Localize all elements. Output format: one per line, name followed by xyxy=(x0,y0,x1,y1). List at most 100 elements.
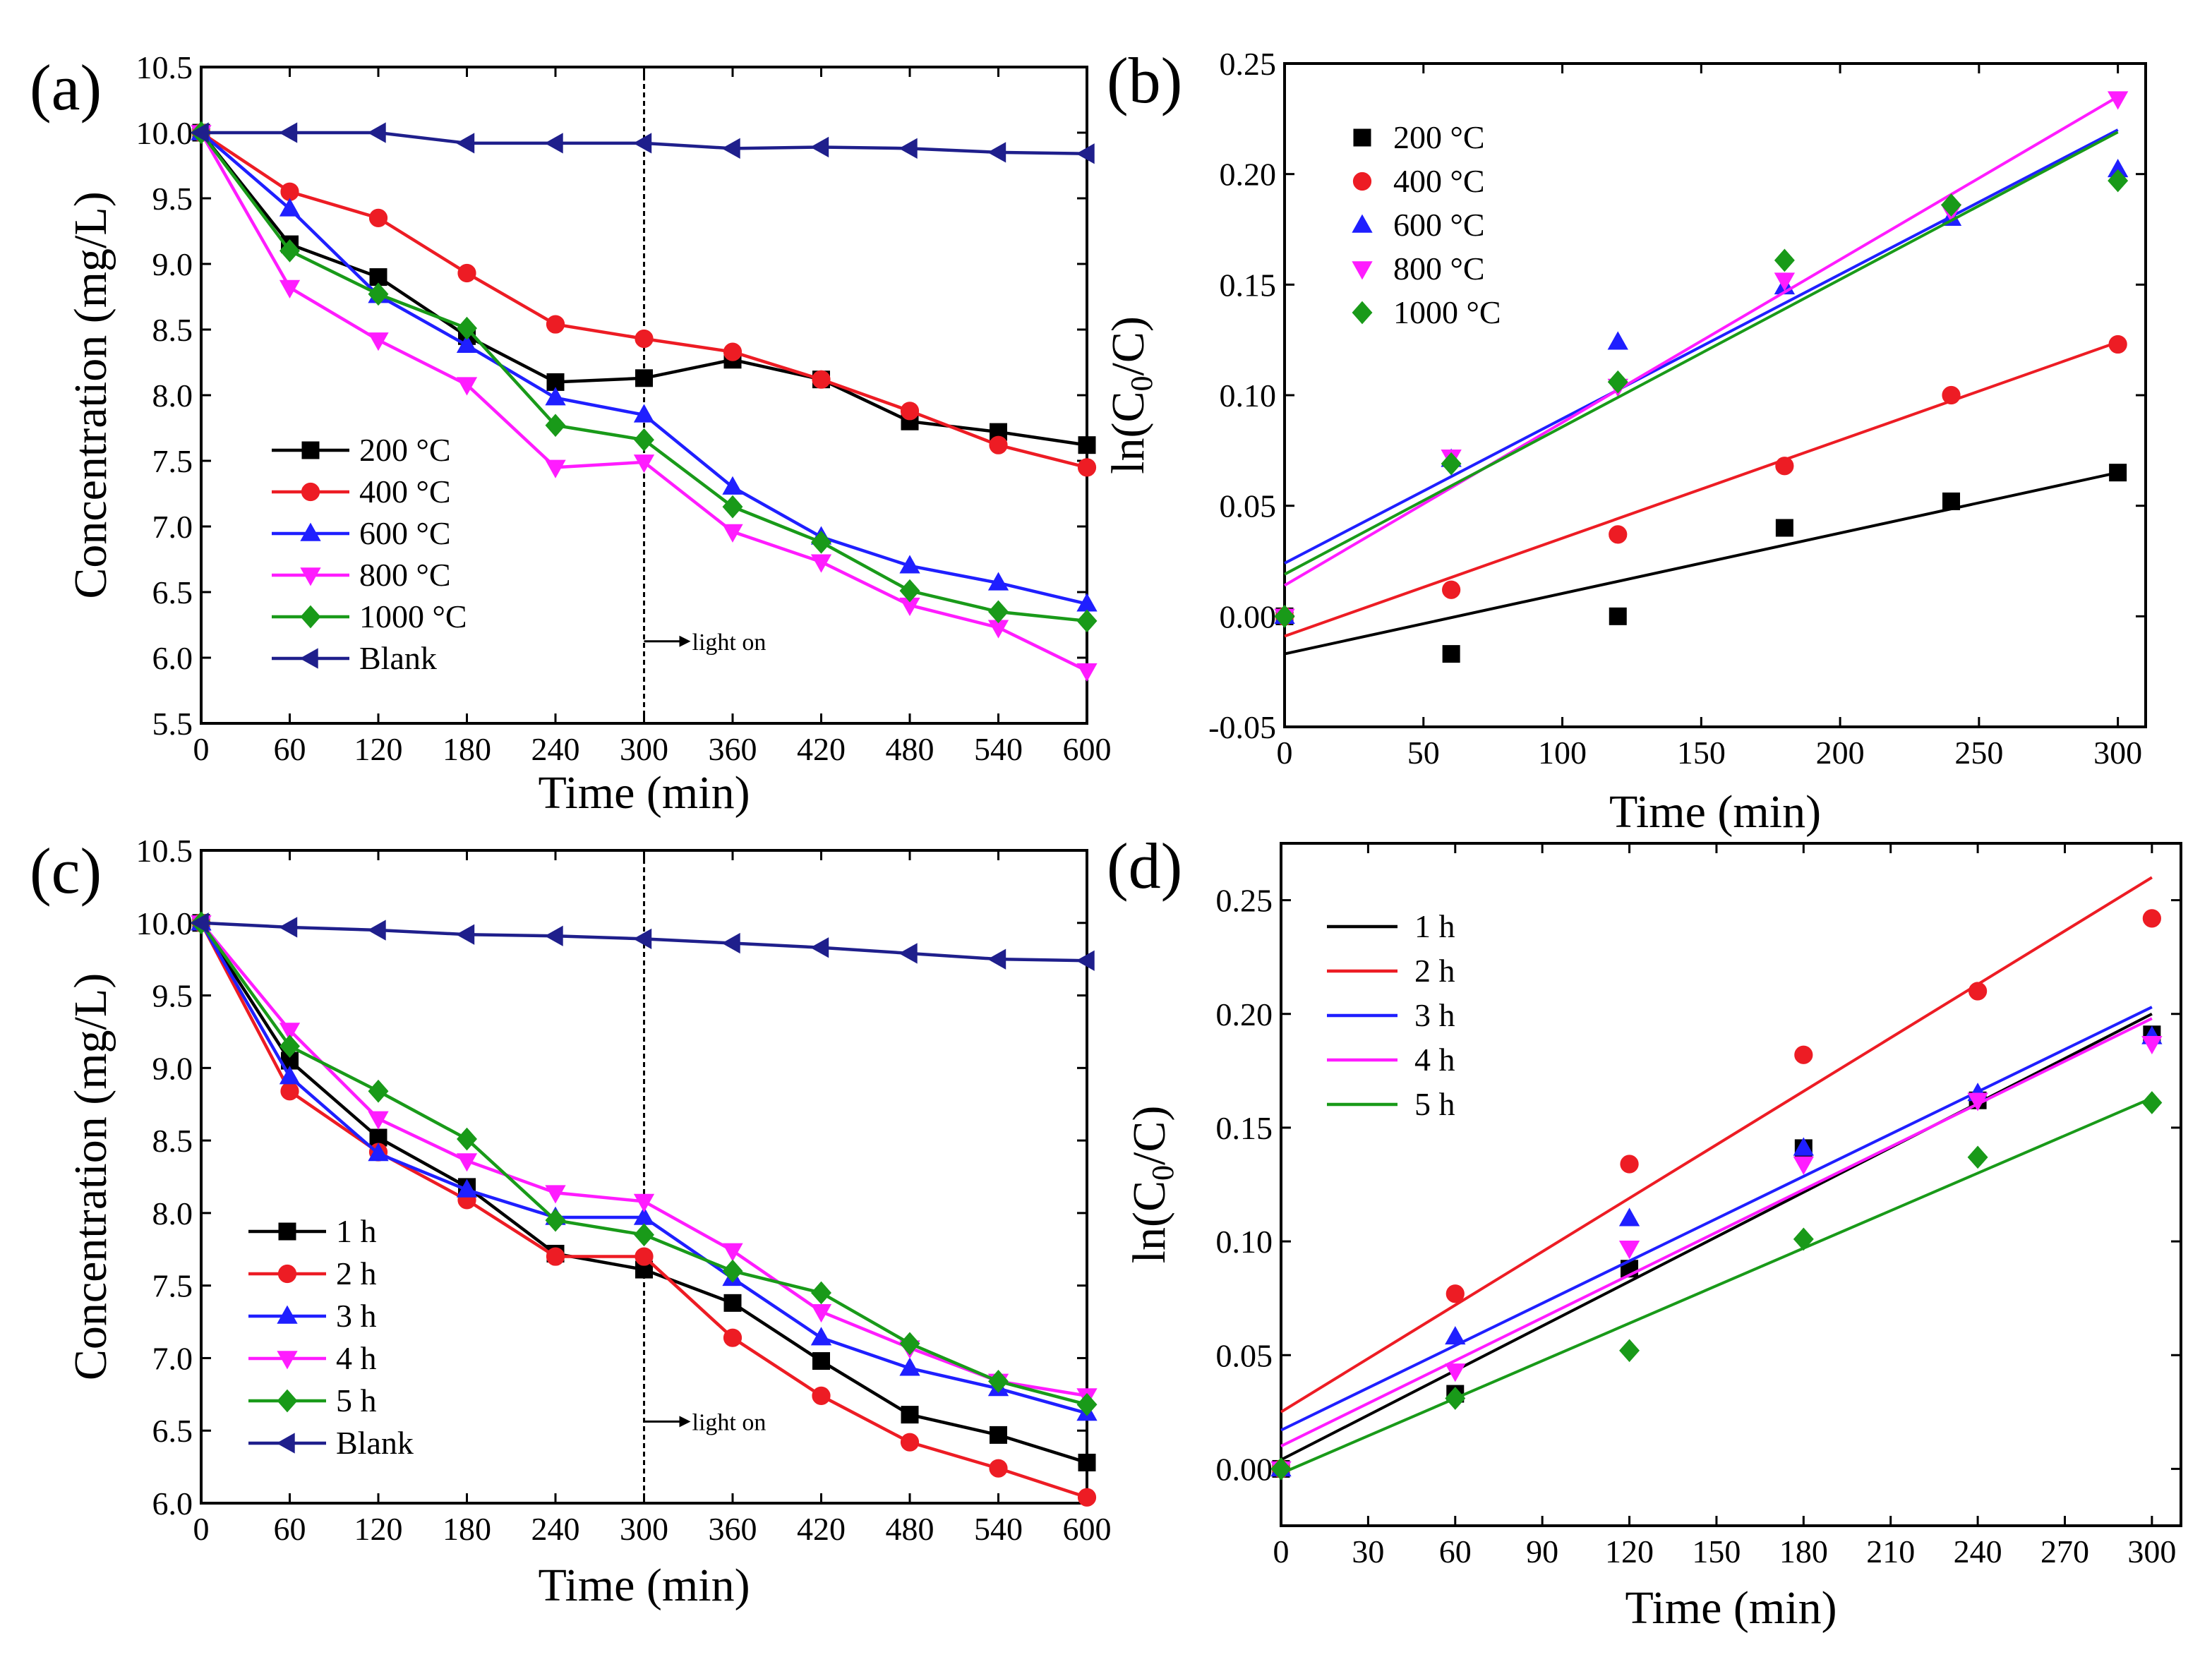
x-tick-label: 300 xyxy=(620,1511,668,1547)
y-tick-label: 9.0 xyxy=(152,1050,193,1086)
y-tick-label: 10.0 xyxy=(136,905,193,941)
y-axis-label-part: ln(C xyxy=(1124,1181,1175,1263)
data-point xyxy=(634,428,654,452)
legend-swatch-marker xyxy=(277,1351,298,1370)
legend-label: 200 °C xyxy=(1393,119,1485,155)
x-axis-label: Time (min) xyxy=(1625,1582,1837,1634)
data-point xyxy=(1794,1045,1813,1064)
x-tick-label: 540 xyxy=(974,1511,1023,1547)
data-point xyxy=(722,495,743,519)
fit-line xyxy=(1284,128,2119,565)
x-tick-label: 240 xyxy=(531,1511,580,1547)
data-point xyxy=(1445,1387,1466,1410)
data-point xyxy=(721,932,740,954)
data-point xyxy=(279,198,301,217)
y-tick-label: 0.00 xyxy=(1220,598,1277,634)
y-tick-label: 10.5 xyxy=(136,49,193,85)
data-point xyxy=(279,1023,301,1042)
data-point xyxy=(279,1066,301,1085)
x-tick-label: 0 xyxy=(193,1511,210,1547)
legend-label: 2 h xyxy=(336,1255,377,1291)
x-tick-label: 420 xyxy=(797,1511,846,1547)
y-axis-label-subscript: 0 xyxy=(1124,376,1159,392)
x-tick-label: 250 xyxy=(1954,735,2003,771)
fit-line xyxy=(1284,131,2119,576)
y-axis-label-part: /C) xyxy=(1102,316,1154,375)
x-tick-label: 200 xyxy=(1816,735,1865,771)
x-tick-label: 60 xyxy=(1439,1534,1472,1569)
data-point xyxy=(1793,1156,1814,1175)
data-point xyxy=(811,530,831,554)
data-point xyxy=(367,122,386,143)
data-point xyxy=(1968,982,1988,1001)
data-point xyxy=(812,1386,831,1405)
data-point xyxy=(1077,458,1097,477)
legend-label: 800 °C xyxy=(359,557,451,593)
data-point xyxy=(368,1079,389,1103)
legend-label: 800 °C xyxy=(1393,251,1485,287)
legend-label: 600 °C xyxy=(359,515,451,551)
x-tick-label: 150 xyxy=(1677,735,1726,771)
data-point xyxy=(1609,607,1627,625)
x-tick-label: 0 xyxy=(1273,1534,1290,1569)
panel-label: (c) xyxy=(30,835,102,907)
legend-swatch-marker xyxy=(1353,128,1371,147)
legend-label: 400 °C xyxy=(359,474,451,510)
panel-label: (b) xyxy=(1107,44,1182,116)
y-tick-label: 8.0 xyxy=(152,1195,193,1231)
data-point xyxy=(457,263,476,283)
legend-swatch-marker xyxy=(299,648,318,669)
series-400-c xyxy=(191,123,1097,477)
chart-panel-d: (d) 0 30 60 90 120 150 180 210 240 270 300 0.00 0.05 0… xyxy=(1107,830,2182,1634)
data-point xyxy=(811,1281,831,1305)
panel-label: (a) xyxy=(30,52,102,123)
x-tick-label: 480 xyxy=(886,1511,934,1547)
x-tick-label: 600 xyxy=(1063,731,1112,767)
y-axis-label: ln(C0/C) xyxy=(1102,316,1159,474)
data-point xyxy=(989,1459,1008,1478)
fit-line xyxy=(1284,471,2119,656)
fit-line xyxy=(1280,876,2153,1414)
x-tick-label: 120 xyxy=(354,731,403,767)
data-point xyxy=(1607,331,1628,350)
data-point xyxy=(545,414,566,438)
legend-swatch-marker xyxy=(300,522,321,541)
series-200-c xyxy=(1275,464,2127,663)
data-point xyxy=(722,1259,743,1283)
data-point xyxy=(456,377,478,396)
legend-label: 2 h xyxy=(1414,953,1455,989)
data-point xyxy=(545,1185,566,1204)
y-axis-label-part: ln(C xyxy=(1102,392,1154,474)
data-point xyxy=(456,924,475,945)
legend-swatch-marker xyxy=(301,441,320,459)
data-point xyxy=(2141,1091,2163,1114)
data-point xyxy=(368,332,389,351)
y-tick-label: 7.0 xyxy=(152,509,193,545)
data-point xyxy=(1967,1092,1988,1111)
chart-panel-a: (a) 0 60 120 180 240 300 360 420 480 540 600 5.5 6.0 6… xyxy=(30,49,1112,819)
y-tick-label: 9.0 xyxy=(152,246,193,282)
series-1-h xyxy=(1272,1012,2161,1478)
y-tick-label: 0.10 xyxy=(1220,378,1277,414)
data-point xyxy=(457,316,477,340)
x-tick-label: 360 xyxy=(709,731,757,767)
legend-swatch-marker xyxy=(277,1264,297,1284)
data-point xyxy=(1076,609,1098,633)
legend-swatch-marker xyxy=(1352,171,1372,191)
data-point xyxy=(279,917,298,938)
data-point xyxy=(990,1426,1007,1444)
data-point xyxy=(546,1247,565,1266)
y-tick-label: 0.05 xyxy=(1216,1337,1273,1373)
x-tick-label: 180 xyxy=(1779,1534,1828,1569)
fit-line xyxy=(1280,1097,2153,1475)
series-2-h xyxy=(1271,876,2161,1478)
data-point xyxy=(1618,1241,1640,1260)
data-point xyxy=(899,579,920,603)
x-tick-label: 300 xyxy=(2093,735,2142,771)
legend-swatch-marker xyxy=(300,605,321,629)
x-tick-label: 210 xyxy=(1866,1534,1915,1569)
x-tick-label: 60 xyxy=(274,731,306,767)
x-tick-label: 60 xyxy=(274,1511,306,1547)
x-tick-label: 420 xyxy=(797,731,846,767)
